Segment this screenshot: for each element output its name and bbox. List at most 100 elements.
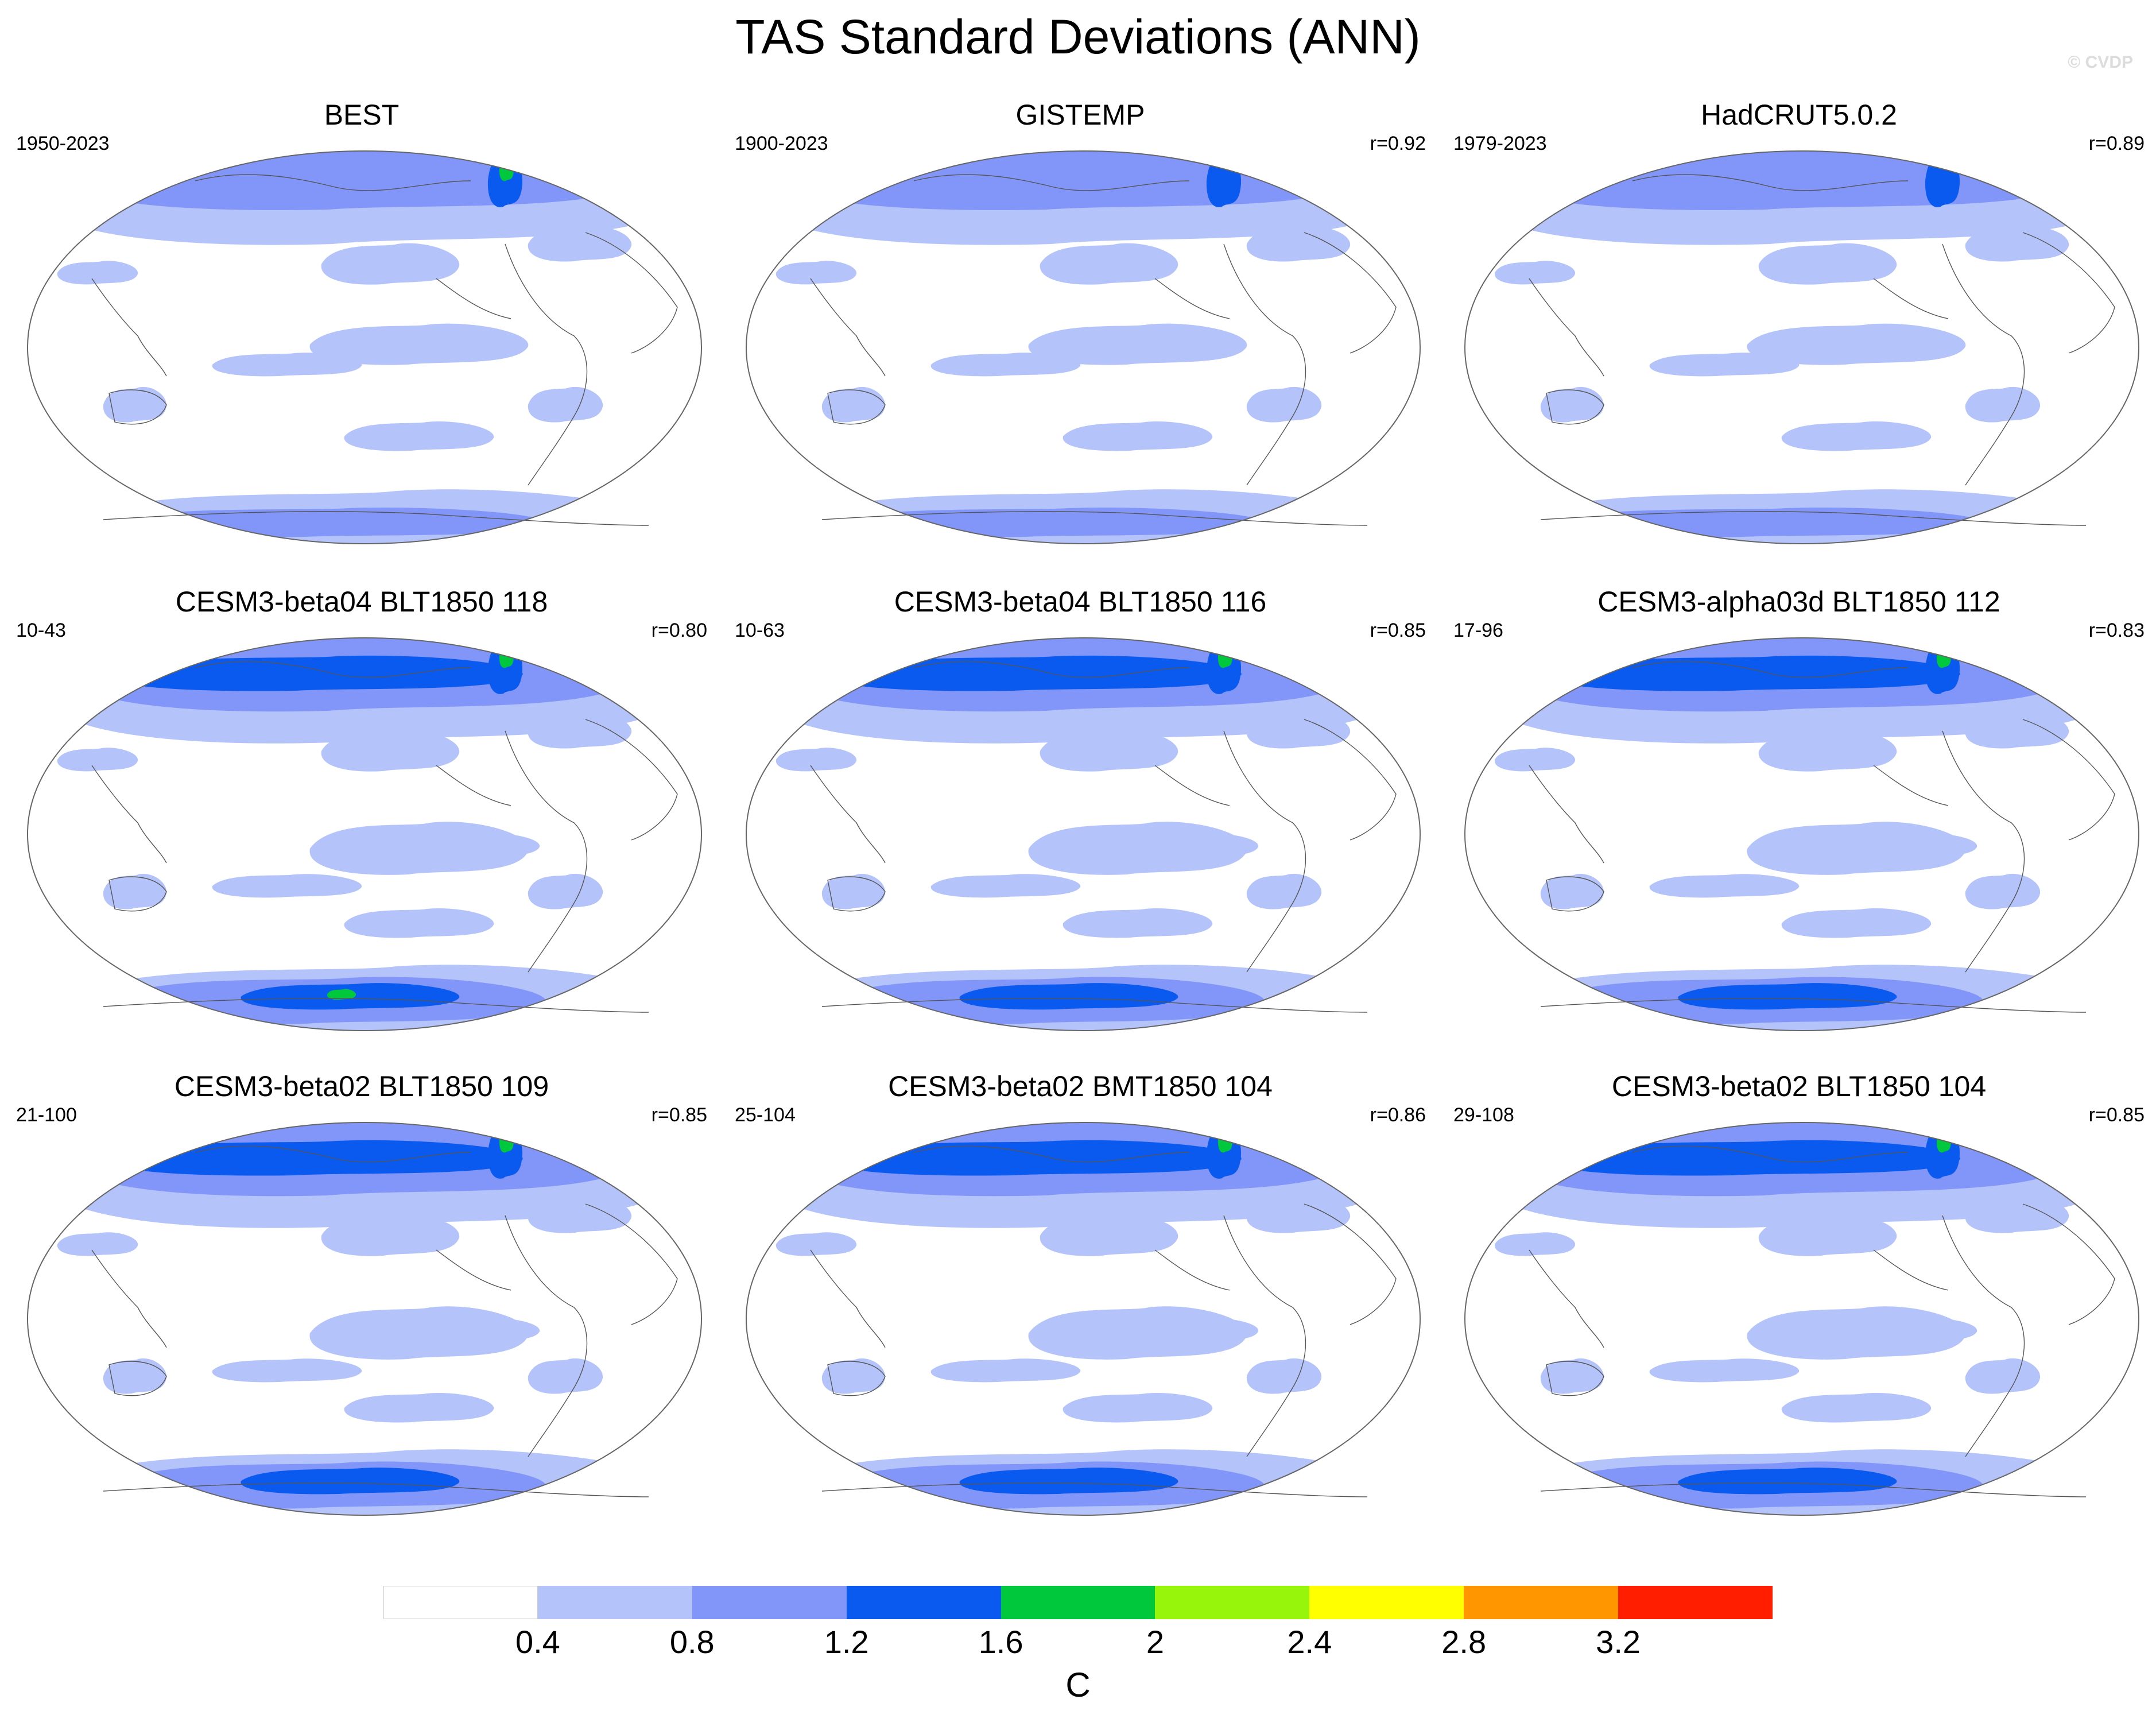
coastline — [810, 765, 886, 864]
coastline — [1873, 765, 1949, 806]
colorbar-label: 3.2 — [1596, 1624, 1641, 1660]
coastline — [1223, 243, 1306, 486]
contour-0.4 — [1494, 1232, 1576, 1256]
contour-0.4 — [1246, 873, 1322, 909]
contour-0.8 — [792, 151, 1356, 211]
contour-0.4 — [930, 353, 1081, 377]
contour-0.4 — [1028, 822, 1247, 875]
panel-period: 17-96 — [1453, 620, 1503, 641]
contour-0.4 — [1063, 421, 1213, 451]
map-panel: CESM3-beta02 BLT1850 104 29-108 r=0.85 — [1449, 1069, 2149, 1528]
contour-0.4 — [775, 1232, 857, 1256]
robinson-map — [746, 637, 1421, 1031]
contour-0.4 — [212, 353, 362, 377]
contour-0.4 — [344, 1393, 494, 1423]
coastline — [436, 278, 511, 319]
robinson-map — [27, 637, 702, 1031]
robinson-map — [1464, 1122, 2139, 1516]
coastline — [1873, 1249, 1949, 1291]
panel-title: CESM3-beta04 BLT1850 116 — [894, 586, 1267, 618]
contour-0.4 — [1781, 1393, 1932, 1423]
contour-1.2 — [959, 1468, 1178, 1495]
contour-0.4 — [1758, 243, 1897, 285]
contour-0.4 — [344, 908, 494, 938]
coastline — [585, 1203, 678, 1325]
robinson-map — [1464, 637, 2139, 1031]
map-panel: CESM3-alpha03d BLT1850 112 17-96 r=0.83 — [1449, 584, 2149, 1044]
map-panel: GISTEMP 1900-2023 r=0.92 — [730, 98, 1430, 557]
coastline — [1223, 730, 1306, 973]
contour-1.2 — [1678, 983, 1897, 1010]
contour-0.4 — [1540, 873, 1604, 909]
contour-0.4 — [1965, 873, 2041, 909]
robinson-map — [746, 1122, 1421, 1516]
panel-correlation: r=0.92 — [1370, 133, 1426, 154]
coastline — [91, 1249, 167, 1348]
panel-period: 25-104 — [735, 1104, 796, 1126]
contour-0.8 — [1511, 151, 2075, 211]
colorbar-label: 2.8 — [1441, 1624, 1487, 1660]
contour-1.2 — [1206, 154, 1242, 207]
contour-0.4 — [1781, 421, 1932, 451]
colorbar-label: 1.6 — [978, 1624, 1023, 1660]
contour-0.4 — [1649, 353, 1800, 377]
contour-0.4 — [1040, 243, 1178, 285]
panel-correlation: r=0.89 — [2088, 133, 2145, 154]
contour-0.4 — [1540, 1358, 1604, 1394]
contour-0.4 — [1862, 1318, 1977, 1342]
colorbar-label: 0.4 — [515, 1624, 560, 1660]
contour-0.8 — [108, 508, 546, 537]
map-panel: CESM3-beta04 BLT1850 116 10-63 r=0.85 — [730, 584, 1430, 1044]
contour-0.4 — [775, 748, 857, 772]
colorbar-bin-1 — [537, 1586, 692, 1619]
contour-0.4 — [103, 386, 167, 423]
coastline — [2022, 1203, 2115, 1325]
contour-1.2 — [1580, 644, 1656, 680]
coastline — [1632, 174, 1909, 191]
contour-0.4 — [1965, 386, 2041, 423]
coastline — [2022, 232, 2115, 354]
contour-1.6 — [1592, 1135, 1616, 1150]
coastline — [1154, 765, 1230, 806]
panel-title: CESM3-beta02 BMT1850 104 — [888, 1070, 1273, 1102]
contour-0.4 — [821, 386, 886, 423]
contour-0.4 — [1143, 1318, 1259, 1342]
coastline — [1529, 765, 1604, 864]
map-border — [27, 637, 702, 1031]
contour-0.4 — [1040, 1214, 1178, 1256]
coastline — [505, 730, 588, 973]
map-border — [27, 150, 702, 544]
coastline — [195, 1145, 471, 1163]
colorbar-label: 0.8 — [669, 1624, 715, 1660]
contour-0.4 — [528, 873, 603, 909]
panel-correlation: r=0.83 — [2088, 620, 2145, 641]
contour-0.4 — [528, 1197, 632, 1233]
contour-0.4 — [1747, 822, 1966, 875]
coastline — [1942, 730, 2025, 973]
contour-0.4 — [1540, 386, 1604, 423]
colorbar-bin-0 — [383, 1586, 538, 1619]
colorbar-bin-4 — [1001, 1586, 1155, 1619]
contour-1.2 — [862, 157, 937, 181]
panel-correlation: r=0.85 — [651, 1104, 707, 1126]
contour-0.4 — [930, 1358, 1081, 1383]
contour-1.2 — [143, 1128, 219, 1164]
contour-0.4 — [424, 1318, 540, 1342]
robinson-map — [27, 150, 702, 544]
contour-0.4 — [1063, 1393, 1213, 1423]
coastline — [1546, 876, 1604, 912]
contour-1.2 — [1678, 1468, 1897, 1495]
map-border — [746, 150, 1421, 544]
panel-correlation: r=0.80 — [651, 620, 707, 641]
contour-0.4 — [321, 730, 460, 772]
contour-0.4 — [57, 1232, 138, 1256]
panel-correlation: r=0.86 — [1370, 1104, 1426, 1126]
coastline — [1942, 243, 2025, 486]
contour-1.2 — [143, 644, 219, 680]
contour-0.4 — [1747, 323, 1966, 365]
contour-0.4 — [424, 834, 540, 858]
coastline — [108, 389, 167, 425]
coastline — [91, 278, 167, 377]
contour-0.4 — [57, 748, 138, 772]
panel-title: HadCRUT5.0.2 — [1701, 99, 1897, 131]
